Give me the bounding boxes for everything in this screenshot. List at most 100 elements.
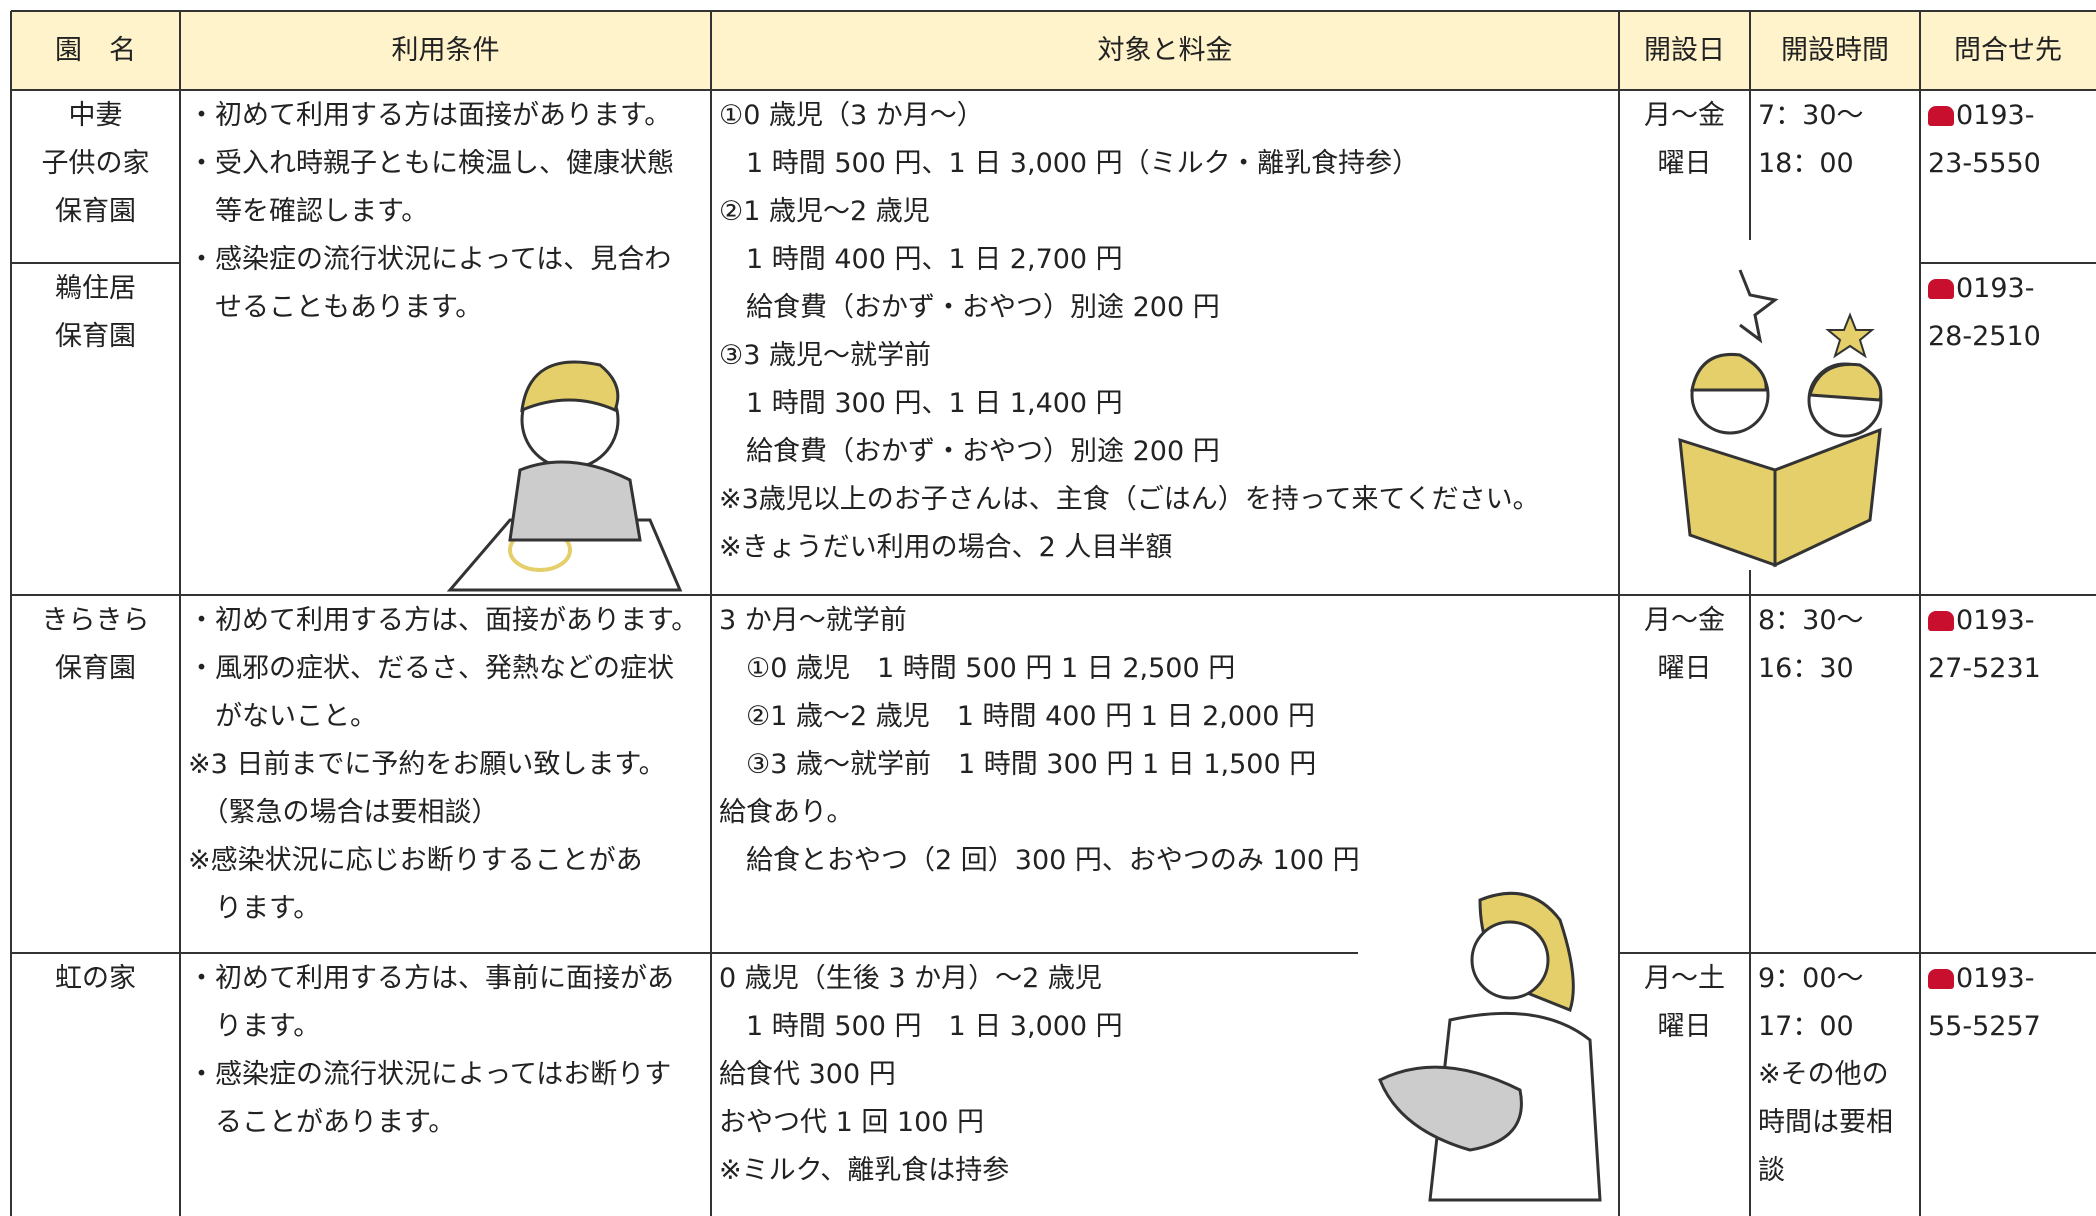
text-line: がないこと。 [188, 701, 377, 732]
text-line: 16：30 [1758, 653, 1854, 684]
text-line: 保育園 [55, 196, 136, 227]
text-line: ②1 歳～2 歳児 1 時間 400 円 1 日 2,000 円 [719, 701, 1315, 732]
open-hours: 9：00～ 17：00 ※その他の時間は要相談 [1758, 955, 1920, 1195]
text-line: 給食あり。 [719, 797, 854, 828]
mother-baby-illustration [1358, 880, 1618, 1216]
text-line: 18：00 [1758, 148, 1854, 179]
text-line: 曜日 [1657, 1011, 1712, 1042]
text-line: 虹の家 [55, 963, 136, 994]
header-cell: 園 名 [55, 35, 136, 66]
conditions: ・初めて利用する方は面接があります。 ・受入れ時親子ともに検温し、健康状態 等を確… [188, 92, 711, 332]
text-line: ③3 歳～就学前 1 時間 300 円 1 日 1,500 円 [719, 749, 1317, 780]
text-line: 7：30～ [1758, 100, 1864, 131]
text-line: おやつ代 1 回 100 円 [719, 1107, 985, 1138]
fees: ①0 歳児（3 か月～） 1 時間 500 円、1 日 3,000 円（ミルク・… [719, 92, 1619, 572]
text-line: 談 [1758, 1155, 1785, 1186]
text-line: ※3 日前までに予約をお願い致します。 [188, 749, 666, 780]
contact: 0193- 55-5257 [1928, 955, 2096, 1051]
text-line: 0193- [1928, 597, 2096, 645]
facility-name: 虹の家 [11, 955, 180, 1003]
open-days: 月～金曜日 [1619, 92, 1750, 188]
text-line: 23-5550 [1928, 148, 2041, 179]
header-cell: 開設時間 [1781, 35, 1889, 66]
text-line: ・受入れ時親子ともに検温し、健康状態 [188, 148, 674, 179]
text-line: 給食費（おかず・おやつ）別途 200 円 [719, 292, 1220, 323]
contact: 0193- 28-2510 [1928, 265, 2096, 361]
text-line: ・風邪の症状、だるさ、発熱などの症状 [188, 653, 674, 684]
open-hours: 7：30～ 18：00 [1758, 92, 1920, 188]
phone-icon [1928, 969, 1954, 989]
text-line: ③3 歳児～就学前 [719, 340, 931, 371]
text-line: 1 時間 300 円、1 日 1,400 円 [719, 388, 1123, 419]
text-line: 8：30～ [1758, 605, 1864, 636]
text-line: （緊急の場合は要相談） [188, 797, 499, 828]
text-line: ・感染症の流行状況によってはお断りす [188, 1059, 672, 1090]
text-line: 1 時間 500 円 1 日 3,000 円 [719, 1011, 1123, 1042]
header-cell: 利用条件 [391, 35, 500, 66]
text-line: ります。 [188, 1011, 321, 1042]
open-hours: 8：30～ 16：30 [1758, 597, 1920, 693]
text-line: 1 時間 400 円、1 日 2,700 円 [719, 244, 1123, 275]
open-days: 月～土曜日 [1619, 955, 1750, 1051]
contact: 0193- 27-5231 [1928, 597, 2096, 693]
text-line: 1 時間 500 円、1 日 3,000 円（ミルク・離乳食持参） [719, 148, 1420, 179]
text-line: ります。 [188, 893, 321, 924]
facility-name: きらきら 保育園 [11, 597, 180, 693]
header-cell: 問合せ先 [1954, 35, 2062, 66]
text-line: 月～土 [1644, 963, 1725, 994]
text-line: ることがあります。 [188, 1107, 456, 1138]
header-cell: 対象と料金 [1097, 35, 1233, 66]
text-line: 保育園 [55, 321, 136, 352]
facility-name: 中妻 子供の家 保育園 [11, 92, 180, 236]
text-line: ※感染状況に応じお断りすることがあ [188, 845, 643, 876]
text-line: 子供の家 [41, 148, 150, 179]
text-line: 曜日 [1657, 653, 1712, 684]
text-line: 55-5257 [1928, 1011, 2041, 1042]
header-cell: 開設日 [1644, 35, 1725, 66]
text-line: ※きょうだい利用の場合、2 人目半額 [719, 532, 1173, 563]
fees: 3 か月～就学前 ①0 歳児 1 時間 500 円 1 日 2,500 円 ②1… [719, 597, 1619, 885]
text-line: 月～金 [1644, 100, 1725, 131]
text-line: 0 歳児（生後 3 か月）～2 歳児 [719, 963, 1102, 994]
text-line: きらきら [41, 605, 150, 636]
facility-name: 鵜住居 保育園 [11, 265, 180, 361]
text-line: 給食代 300 円 [719, 1059, 896, 1090]
text-line: ②1 歳児～2 歳児 [719, 196, 930, 227]
text-line: 17：00 [1758, 1011, 1854, 1042]
text-line: ・感染症の流行状況によっては、見合わ [188, 244, 672, 275]
conditions: ・初めて利用する方は、事前に面接があ ります。・感染症の流行状況によってはお断り… [188, 955, 711, 1147]
text-line: 28-2510 [1928, 321, 2041, 352]
text-line: 月～金 [1644, 605, 1725, 636]
text-line: 3 か月～就学前 [719, 605, 907, 636]
text-line: 0193- [1928, 92, 2096, 140]
text-line: 鵜住居 [55, 273, 136, 304]
text-line: 0193- [1928, 265, 2096, 313]
child-drawing-illustration [420, 330, 683, 592]
fees: 0 歳児（生後 3 か月）～2 歳児 1 時間 500 円 1 日 3,000 … [719, 955, 1619, 1195]
text-line: 等を確認します。 [188, 196, 429, 227]
text-line: ・初めて利用する方は、事前に面接があ [188, 963, 674, 994]
text-line: 時間は要相 [1758, 1107, 1893, 1138]
text-line: ・初めて利用する方は面接があります。 [188, 100, 672, 131]
text-line: ※ミルク、離乳食は持参 [719, 1155, 1010, 1186]
text-line: 保育園 [55, 653, 136, 684]
phone-icon [1928, 611, 1954, 631]
header-bg [11, 11, 2096, 90]
text-line: 曜日 [1657, 148, 1712, 179]
text-line: ※その他の [1758, 1059, 1889, 1090]
open-days: 月～金曜日 [1619, 597, 1750, 693]
text-line: ・初めて利用する方は、面接があります。 [188, 605, 699, 636]
kids-reading-illustration [1625, 240, 1915, 570]
text-line: 給食とおやつ（2 回）300 円、おやつのみ 100 円 [719, 845, 1360, 876]
contact: 0193- 23-5550 [1928, 92, 2096, 188]
text-line: 給食費（おかず・おやつ）別途 200 円 [719, 436, 1220, 467]
text-line: 9：00～ [1758, 963, 1864, 994]
text-line: ①0 歳児（3 か月～） [719, 100, 984, 131]
text-line: 27-5231 [1928, 653, 2041, 684]
phone-icon [1928, 106, 1954, 126]
text-line: ①0 歳児 1 時間 500 円 1 日 2,500 円 [719, 653, 1236, 684]
conditions: ・初めて利用する方は、面接があります。 ・風邪の症状、だるさ、発熱などの症状 がな… [188, 597, 711, 933]
text-line: 中妻 [68, 100, 123, 131]
